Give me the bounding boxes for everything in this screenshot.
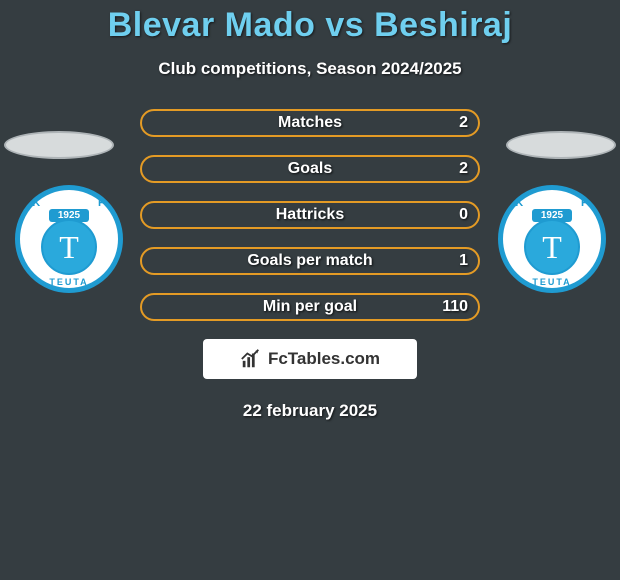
brand-text: FcTables.com	[268, 349, 380, 369]
stat-value-right: 1	[459, 249, 468, 273]
club-badge-right: K F 1925 T TEUTA	[498, 185, 606, 293]
badge-f: F	[98, 197, 106, 209]
stat-value-right: 110	[442, 295, 468, 319]
page-title: Blevar Mado vs Beshiraj	[0, 0, 620, 45]
stat-label: Goals per match	[142, 249, 478, 273]
stat-row: Goals per match 1	[140, 247, 480, 275]
badge-club-name: TEUTA	[15, 277, 123, 287]
stat-value-right: 2	[459, 157, 468, 181]
stat-label: Matches	[142, 111, 478, 135]
stat-value-right: 2	[459, 111, 468, 135]
player-avatar-right	[506, 131, 616, 159]
stat-row: Goals 2	[140, 155, 480, 183]
club-badge-left: K F 1925 T TEUTA	[15, 185, 123, 293]
subtitle: Club competitions, Season 2024/2025	[0, 59, 620, 79]
date-label: 22 february 2025	[0, 401, 620, 421]
badge-f: F	[581, 197, 589, 209]
stat-label: Hattricks	[142, 203, 478, 227]
badge-inner-disc: T	[41, 219, 97, 275]
stat-row: Min per goal 110	[140, 293, 480, 321]
stat-value-right: 0	[459, 203, 468, 227]
stat-rows: Matches 2 Goals 2 Hattricks 0 Goals per …	[140, 109, 480, 321]
chart-icon	[240, 348, 262, 370]
stat-label: Goals	[142, 157, 478, 181]
badge-k: K	[32, 197, 41, 209]
player-avatar-left	[4, 131, 114, 159]
badge-letters: K F	[32, 197, 105, 209]
badge-letters: K F	[515, 197, 588, 209]
stat-row: Hattricks 0	[140, 201, 480, 229]
badge-club-name: TEUTA	[498, 277, 606, 287]
stat-row: Matches 2	[140, 109, 480, 137]
brand-box: FcTables.com	[203, 339, 417, 379]
badge-k: K	[515, 197, 524, 209]
comparison-panel: K F 1925 T TEUTA K F 1925 T TEUTA Matche…	[0, 109, 620, 421]
badge-inner-disc: T	[524, 219, 580, 275]
stat-label: Min per goal	[142, 295, 478, 319]
